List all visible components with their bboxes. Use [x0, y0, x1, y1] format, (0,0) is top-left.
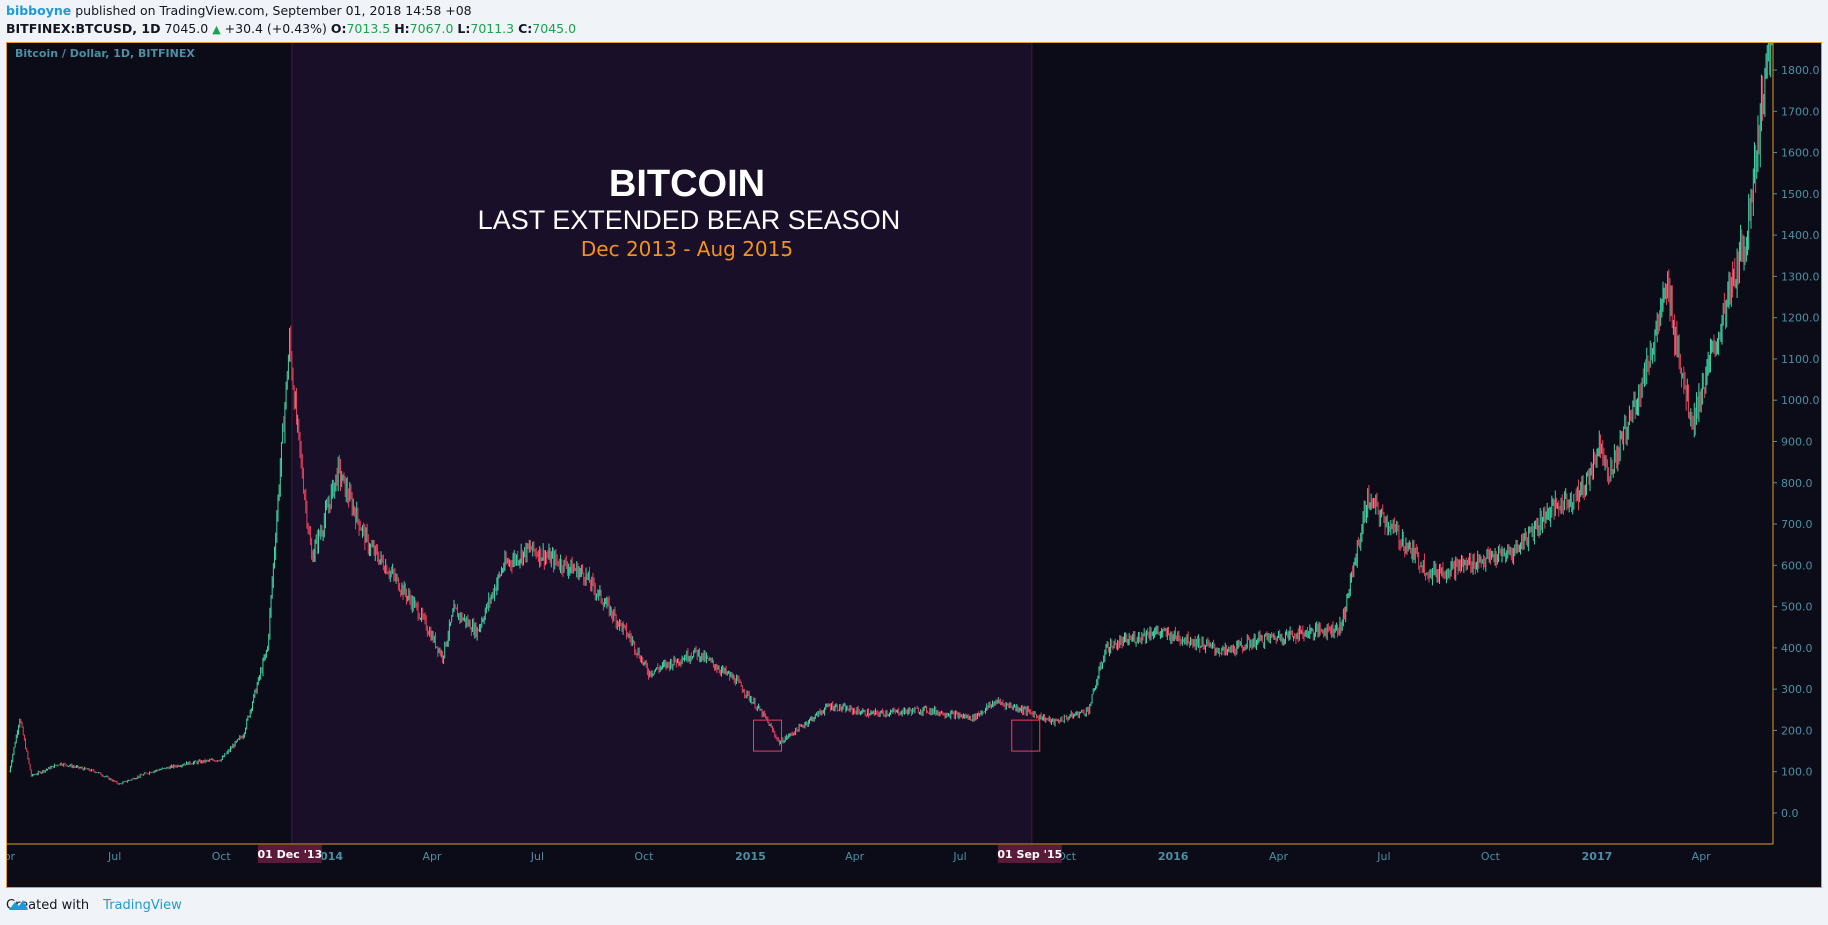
bottom-box-aug-2015: [1011, 719, 1041, 752]
x-tick-label: Oct: [634, 850, 654, 863]
y-tick-label: 500.0: [1781, 601, 1813, 614]
x-tick-label: 2017: [1582, 850, 1613, 863]
price-chart[interactable]: 1800.0 1700.0 1600.0 1500.0 1400.0 1300.0 1200…: [7, 43, 1822, 888]
y-axis: 1800.0 1700.0 1600.0 1500.0 1400.0 1300.0 1200…: [1773, 64, 1820, 820]
x-tick-label: Apr: [845, 850, 865, 863]
y-tick-label: 100.0: [1781, 766, 1813, 779]
y-tick-label: 800.0: [1781, 477, 1813, 490]
candles: [8, 43, 1773, 785]
y-tick-label: 400.0: [1781, 642, 1813, 655]
y-tick-label: 1400.0: [1781, 229, 1820, 242]
x-tick-label: Jul: [107, 850, 121, 863]
y-tick-label: 1100.0: [1781, 353, 1820, 366]
low-value: 7011.3: [470, 21, 515, 36]
last-price: 7045.0: [164, 21, 209, 36]
x-tick-label: Oct: [212, 850, 232, 863]
close-label: C:: [518, 21, 533, 36]
published-text: published on TradingView.com, September …: [75, 3, 472, 18]
open-label: O:: [330, 21, 347, 36]
bottom-markers: [753, 719, 1041, 752]
high-label: H:: [394, 21, 410, 36]
y-tick-label: 1800.0: [1781, 64, 1820, 77]
footer: Created with TradingView: [6, 898, 182, 913]
y-tick-label: 1600.0: [1781, 147, 1820, 160]
y-tick-label: 300.0: [1781, 683, 1813, 696]
author-link[interactable]: bibboyne: [6, 3, 72, 18]
y-tick-label: 1000.0: [1781, 394, 1820, 407]
start-date-marker: 01 Dec '13: [257, 845, 322, 863]
y-tick-label: 1500.0: [1781, 188, 1820, 201]
x-tick-label: Oct: [1057, 850, 1077, 863]
up-triangle-icon: ▲: [212, 23, 221, 36]
y-tick-label: 700.0: [1781, 518, 1813, 531]
y-tick-label: 1300.0: [1781, 270, 1820, 283]
chart-title: BITCOIN: [609, 163, 765, 205]
bear-season-zone: [291, 43, 1032, 844]
y-tick-label: 1200.0: [1781, 312, 1820, 325]
close-value: 7045.0: [532, 21, 577, 36]
end-date-marker: 01 Sep '15: [997, 845, 1062, 863]
pane-title: Bitcoin / Dollar, 1D, BITFINEX: [15, 47, 195, 60]
y-tick-label: 900.0: [1781, 436, 1813, 449]
chart-pane[interactable]: 1800.0 1700.0 1600.0 1500.0 1400.0 1300.0 1200…: [6, 42, 1822, 888]
x-tick-label: Apr: [1269, 850, 1289, 863]
x-tick-label: Jul: [530, 850, 544, 863]
y-tick-label: 0.0: [1781, 807, 1799, 820]
date-range: Dec 2013 - Aug 2015: [581, 237, 793, 261]
x-tick-label: pr: [7, 850, 16, 863]
y-tick-label: 600.0: [1781, 559, 1813, 572]
chart-subtitle: LAST EXTENDED BEAR SEASON: [478, 205, 901, 235]
open-value: 7013.5: [346, 21, 391, 36]
start-date-marker-label: 01 Dec '13: [257, 848, 322, 861]
high-value: 7067.0: [409, 21, 454, 36]
published-line: bibboyne published on TradingView.com, S…: [6, 3, 472, 18]
x-tick-label: Jul: [952, 850, 966, 863]
symbol: BITFINEX:BTCUSD, 1D: [6, 21, 161, 36]
tradingview-link[interactable]: TradingView: [103, 898, 182, 913]
low-label: L:: [457, 21, 471, 36]
x-tick-label: 2015: [735, 850, 766, 863]
x-tick-label: Jul: [1376, 850, 1390, 863]
x-tick-label: Oct: [1481, 850, 1501, 863]
y-tick-label: 200.0: [1781, 724, 1813, 737]
x-tick-label: 2016: [1158, 850, 1189, 863]
x-tick-label: Apr: [422, 850, 442, 863]
end-date-marker-label: 01 Sep '15: [997, 848, 1062, 861]
x-tick-label: Apr: [1692, 850, 1712, 863]
price-change: +30.4 (+0.43%): [224, 21, 327, 36]
bottom-box-jan-2015: [753, 719, 783, 752]
symbol-line: BITFINEX:BTCUSD, 1D 7045.0 ▲ +30.4 (+0.4…: [6, 21, 576, 36]
y-tick-label: 1700.0: [1781, 105, 1820, 118]
